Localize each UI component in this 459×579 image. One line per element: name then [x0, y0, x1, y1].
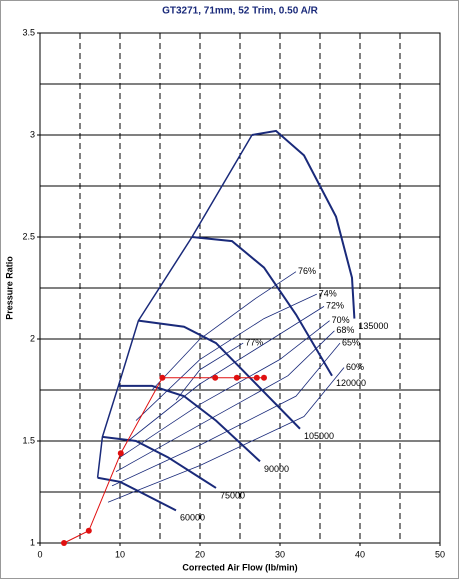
operating-point — [212, 374, 219, 381]
speed-line — [191, 236, 333, 377]
operating-point — [253, 374, 260, 381]
efficiency-label: 72% — [326, 301, 344, 311]
x-tick-label: 10 — [115, 549, 125, 559]
y-tick-label: 3.5 — [22, 27, 35, 37]
chart-title: GT3271, 71mm, 52 Trim, 0.50 A/R — [162, 6, 319, 17]
efficiency-line — [175, 342, 244, 401]
speed-line — [251, 129, 356, 319]
y-tick-label: 1 — [30, 537, 35, 547]
efficiency-line — [127, 306, 325, 442]
efficiency-line — [107, 367, 345, 503]
speed-line — [138, 319, 301, 430]
x-tick-label: 30 — [275, 549, 285, 559]
y-tick-label: 3 — [30, 129, 35, 139]
speed-line — [118, 384, 261, 463]
operating-point — [61, 540, 67, 546]
efficiency-label: 65% — [342, 337, 360, 347]
efficiency-label: 74% — [319, 288, 337, 298]
speed-line — [97, 476, 177, 512]
speed-label: 75000 — [220, 490, 245, 500]
y-tick-label: 2 — [30, 333, 35, 343]
efficiency-label: 76% — [298, 266, 316, 276]
speed-line — [102, 435, 217, 489]
efficiency-line — [111, 342, 341, 487]
x-axis-label: Corrected Air Flow (lb/min) — [182, 562, 297, 572]
speed-label: 105000 — [304, 431, 334, 441]
speed-label: 120000 — [336, 378, 366, 388]
operating-point — [117, 450, 124, 457]
x-tick-label: 0 — [37, 549, 42, 559]
surge-line — [96, 134, 253, 478]
efficiency-line — [115, 330, 335, 472]
x-tick-label: 50 — [435, 549, 445, 559]
speed-label: 60000 — [180, 513, 205, 523]
efficiency-line — [119, 320, 330, 458]
operating-point — [261, 374, 267, 381]
operating-point — [159, 374, 166, 381]
operating-point — [233, 374, 240, 381]
speed-label: 135000 — [358, 321, 388, 331]
efficiency-label: 70% — [332, 315, 350, 325]
x-tick-label: 40 — [355, 549, 365, 559]
operating-point — [85, 527, 92, 534]
y-tick-label: 1.5 — [22, 435, 35, 445]
efficiency-label: 77% — [245, 337, 263, 347]
efficiency-label: 68% — [336, 325, 354, 335]
efficiency-label: 60% — [346, 362, 364, 372]
y-tick-label: 2.5 — [22, 231, 35, 241]
y-axis-label: Pressure Ratio — [4, 256, 14, 320]
operating-line — [63, 377, 264, 544]
speed-label: 90000 — [264, 464, 289, 474]
x-tick-label: 20 — [195, 549, 205, 559]
